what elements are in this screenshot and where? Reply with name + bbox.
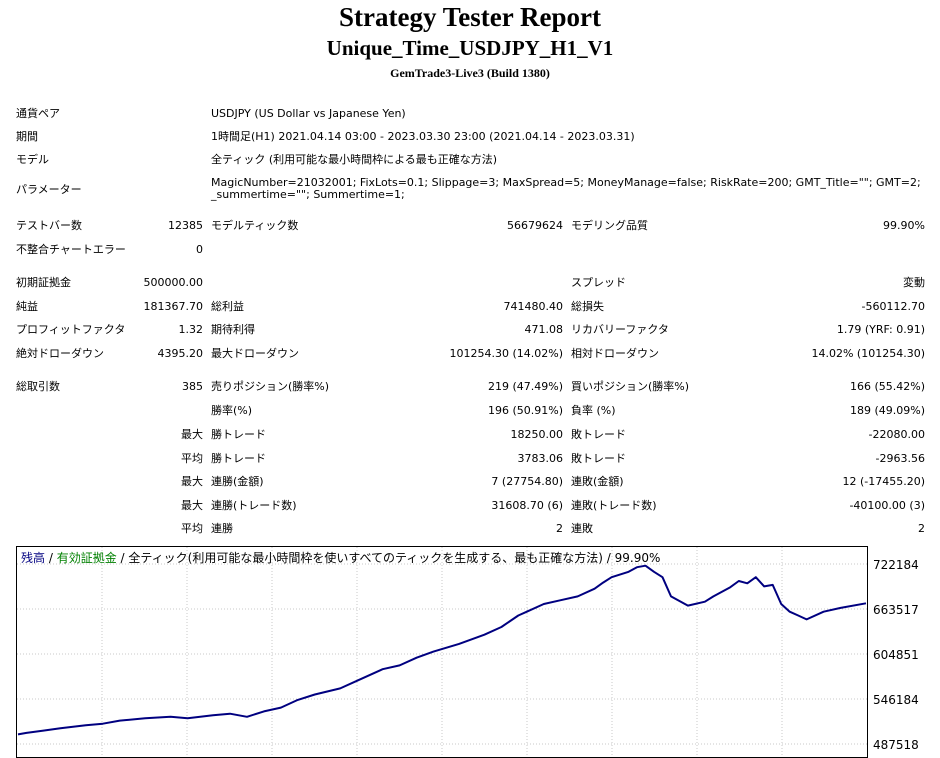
maximal-consecutive-prefix: 最大 [181, 499, 203, 512]
report-subtitle: Unique_Time_USDJPY_H1_V1 [326, 36, 614, 60]
legend-quality: 99.90% [614, 551, 661, 565]
gross-profit-label: 総利益 [211, 300, 244, 313]
y-tick-label: 546184 [873, 693, 919, 707]
balance-chart: 残高 / 有効証拠金 / 全ティック(利用可能な最小時間枠を使いすべてのティック… [16, 546, 868, 758]
model-label: モデル [16, 153, 49, 166]
max-consecutive-losses-value: 12 (-17455.20) [842, 475, 925, 488]
y-tick-label: 604851 [873, 648, 919, 662]
quality-label: モデリング品質 [571, 219, 648, 232]
legend-sep: / [116, 551, 129, 565]
y-tick-label: 722184 [873, 558, 919, 572]
quality-value: 99.90% [883, 219, 925, 232]
total-trades-value: 385 [182, 380, 203, 393]
spread-label: スプレッド [571, 276, 626, 289]
average-loss-value: -2963.56 [875, 452, 925, 465]
params-value: MagicNumber=21032001; FixLots=0.1; Slipp… [211, 176, 921, 201]
maximal-consecutive-profit-value: 31608.70 (6) [491, 499, 563, 512]
ticks-value: 56679624 [507, 219, 563, 232]
net-profit-value: 181367.70 [143, 300, 204, 313]
average-consecutive-prefix: 平均 [181, 522, 203, 535]
net-profit-label: 純益 [16, 300, 38, 313]
profit-factor-label: プロフィットファクタ [16, 323, 126, 336]
balance-line [17, 564, 867, 736]
gross-loss-label: 総損失 [571, 300, 604, 313]
long-positions-value: 166 (55.42%) [849, 380, 925, 393]
bars-value: 12385 [168, 219, 203, 232]
relative-drawdown-label: 相対ドローダウン [571, 347, 659, 360]
balance-chart-svg [17, 547, 867, 757]
average-consecutive-losses-value: 2 [918, 522, 925, 535]
max-consecutive-wins-value: 7 (27754.80) [491, 475, 563, 488]
average-profit-label: 勝トレード [211, 452, 266, 465]
symbol-value: USDJPY (US Dollar vs Japanese Yen) [211, 107, 406, 120]
loss-trades-value: 189 (49.09%) [849, 404, 925, 417]
average-consecutive-wins-value: 2 [556, 522, 563, 535]
absolute-drawdown-label: 絶対ドローダウン [16, 347, 104, 360]
chart-legend: 残高 / 有効証拠金 / 全ティック(利用可能な最小時間枠を使いすべてのティック… [21, 551, 660, 566]
max-consecutive-prefix: 最大 [181, 475, 203, 488]
legend-balance: 残高 [21, 551, 46, 565]
absolute-drawdown-value: 4395.20 [157, 347, 204, 360]
profit-factor-value: 1.32 [178, 323, 204, 336]
largest-profit-label: 勝トレード [211, 428, 266, 441]
expected-payoff-label: 期待利得 [211, 323, 255, 336]
legend-equity: 有効証拠金 [56, 551, 117, 565]
maximal-drawdown-label: 最大ドローダウン [211, 347, 299, 360]
legend-sep: / [602, 551, 615, 565]
long-positions-label: 買いポジション(勝率%) [571, 380, 690, 393]
short-positions-value: 219 (47.49%) [487, 380, 563, 393]
expected-payoff-value: 471.08 [524, 323, 564, 336]
largest-profit-value: 18250.00 [510, 428, 564, 441]
report-title: Strategy Tester Report [339, 2, 601, 32]
deposit-label: 初期証拠金 [16, 276, 71, 289]
gross-loss-value: -560112.70 [861, 300, 925, 313]
mismatch-value: 0 [196, 243, 203, 256]
build-info: GemTrade3-Live3 (Build 1380) [390, 66, 550, 80]
maximal-consecutive-profit-label: 連勝(トレード数) [211, 499, 297, 512]
average-prefix: 平均 [181, 452, 203, 465]
gross-profit-value: 741480.40 [503, 300, 564, 313]
max-consecutive-losses-label: 連敗(金額) [571, 475, 624, 488]
period-value: 1時間足(H1) 2021.04.14 03:00 - 2023.03.30 2… [211, 130, 635, 143]
mismatch-label: 不整合チャートエラー [16, 243, 126, 256]
largest-loss-label: 敗トレード [571, 428, 626, 441]
average-profit-value: 3783.06 [517, 452, 564, 465]
bars-label: テストバー数 [16, 219, 82, 232]
relative-drawdown-value: 14.02% (101254.30) [811, 347, 925, 360]
recovery-factor-value: 1.79 (YRF: 0.91) [836, 323, 925, 336]
recovery-factor-label: リカバリーファクタ [571, 323, 669, 336]
y-tick-label: 663517 [873, 603, 919, 617]
short-positions-label: 売りポジション(勝率%) [211, 380, 330, 393]
y-tick-label: 487518 [873, 738, 919, 752]
maximal-drawdown-value: 101254.30 (14.02%) [449, 347, 563, 360]
largest-loss-value: -22080.00 [868, 428, 925, 441]
deposit-value: 500000.00 [143, 276, 204, 289]
average-loss-label: 敗トレード [571, 452, 626, 465]
total-trades-label: 総取引数 [16, 380, 60, 393]
ticks-label: モデルティック数 [211, 219, 299, 232]
loss-trades-label: 負率 (%) [571, 404, 616, 417]
profit-trades-label: 勝率(%) [211, 404, 253, 417]
period-label: 期間 [16, 130, 38, 143]
largest-prefix: 最大 [181, 428, 203, 441]
profit-trades-value: 196 (50.91%) [487, 404, 563, 417]
symbol-label: 通貨ペア [16, 107, 60, 120]
legend-sep: / [45, 551, 57, 565]
legend-model: 全ティック(利用可能な最小時間枠を使いすべてのティックを生成する、最も正確な方法… [128, 551, 603, 565]
max-consecutive-wins-label: 連勝(金額) [211, 475, 264, 488]
params-label: パラメーター [16, 183, 82, 196]
maximal-consecutive-loss-label: 連敗(トレード数) [571, 499, 657, 512]
maximal-consecutive-loss-value: -40100.00 (3) [849, 499, 925, 512]
average-consecutive-wins-label: 連勝 [211, 522, 233, 535]
model-value: 全ティック (利用可能な最小時間枠による最も正確な方法) [211, 153, 498, 166]
spread-value: 変動 [903, 276, 925, 289]
average-consecutive-losses-label: 連敗 [571, 522, 593, 535]
